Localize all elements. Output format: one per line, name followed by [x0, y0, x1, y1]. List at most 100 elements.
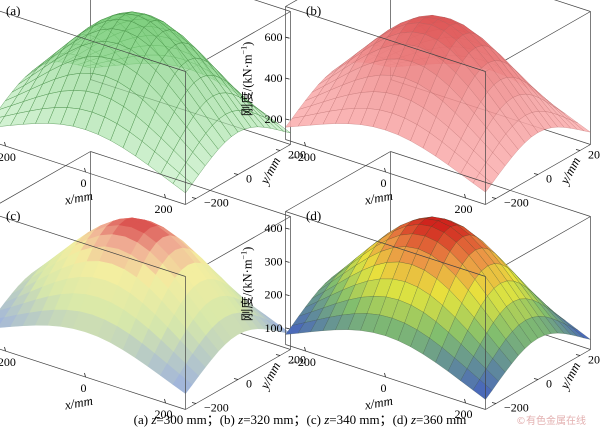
surface-cell [172, 374, 193, 394]
surface-panel-a: 800600400200−20002002000−200x/mmy/mm刚度/(… [0, 0, 306, 216]
z-tick-mark [285, 294, 290, 297]
surface-panel-d: 400 300 200 100 −200 0 200 200 0 −200 x/mm y/mm 刚度/(… [240, 151, 600, 421]
frame-back-top-edge [253, 0, 291, 12]
frame-back-top-edge [390, 151, 591, 217]
y-axis-label: y/mm [256, 359, 283, 393]
z-axis-label-close: ) [241, 42, 255, 46]
frame-left-top-edge [285, 0, 298, 7]
x-tick-label: 0 [381, 176, 387, 190]
x-tick-label: 0 [381, 381, 387, 395]
y-tick-mark [233, 378, 239, 380]
y-tick-label: 0 [246, 172, 252, 186]
y-axis-label: y/mm [256, 154, 283, 188]
z-tick-mark [285, 36, 290, 39]
caption-c-var: z [324, 412, 330, 427]
caption-b-prefix: (b) [219, 412, 239, 427]
y-tick-label: 0 [546, 172, 552, 186]
y-tick-label: −200 [204, 196, 229, 210]
z-tick-mark [285, 227, 290, 230]
y-tick-label: −200 [204, 401, 229, 415]
y-tick-mark [575, 354, 581, 356]
panel-label: (b) [306, 3, 321, 18]
z-tick-label: 200 [265, 288, 283, 302]
y-tick-mark [191, 197, 197, 199]
panel-label: (d) [306, 208, 321, 223]
x-tick-mark [304, 346, 306, 352]
caption-c-prefix: (c) [306, 412, 325, 427]
y-tick-label: 200 [288, 148, 306, 162]
y-tick-mark [191, 402, 197, 404]
panel-label: (a) [6, 3, 20, 18]
z-tick-label: 400 [265, 71, 283, 85]
surface-cell [472, 379, 493, 400]
frame-left-top-edge [285, 151, 391, 212]
surface-panel-b: 600400200−20002002000−200x/mmy/mm刚度/(kN·… [240, 0, 600, 216]
x-tick-label: 200 [155, 407, 173, 421]
caption-d-var: z [410, 412, 417, 427]
figure-caption: (a) z=300 mm；(b) z=320 mm；(c) z=340 mm；(… [0, 410, 600, 430]
z-tick-label: 200 [265, 112, 283, 126]
z-tick-mark [285, 327, 290, 330]
y-tick-label: 200 [588, 148, 600, 162]
x-axis-label: x/mm [363, 393, 394, 413]
surface-cell [172, 172, 193, 194]
surface-mesh [285, 14, 591, 193]
panel-label: (c) [6, 208, 20, 223]
x-tick-label: 0 [81, 176, 87, 190]
y-tick-label: 200 [288, 353, 306, 367]
y-axis-label: y/mm [556, 154, 583, 188]
x-tick-mark [384, 372, 386, 378]
surface-mesh [0, 217, 291, 394]
y-tick-label: −200 [504, 401, 529, 415]
x-tick-label: 0 [81, 381, 87, 395]
x-tick-mark [464, 193, 466, 199]
caption-a-val: =300 mm； [156, 412, 220, 427]
caption-b-val: =320 mm； [243, 412, 307, 427]
caption-d-prefix: (d) [392, 412, 411, 427]
x-tick-mark [304, 141, 306, 147]
z-tick-label: 400 [265, 221, 283, 235]
z-tick-mark [285, 77, 290, 80]
frame-front-top-edge [0, 10, 186, 72]
y-tick-mark [575, 149, 581, 151]
frame-back-top-edge [553, 0, 591, 12]
x-tick-mark [4, 141, 6, 147]
z-tick-mark [285, 260, 290, 263]
y-axis-label: y/mm [556, 359, 583, 393]
x-tick-mark [164, 398, 166, 404]
y-tick-label: 0 [246, 377, 252, 391]
caption-a-var: z [151, 412, 157, 427]
z-axis-label-exponent: −1 [240, 46, 249, 55]
surface-cell [472, 172, 493, 193]
z-tick-label: 600 [265, 30, 283, 44]
x-tick-mark [164, 193, 166, 199]
z-tick-label: 300 [265, 254, 283, 268]
y-tick-label: 0 [546, 377, 552, 391]
watermark: ©有色金属在线 [516, 416, 586, 427]
x-tick-mark [464, 398, 466, 404]
frame-front-top-edge [285, 211, 486, 277]
x-axis-label: x/mm [363, 188, 394, 208]
x-tick-label: −200 [0, 355, 16, 369]
caption-c-val: =340 mm； [329, 412, 393, 427]
surface-panel-c: 400 200 −200 0 200 200 0 −200 x/mm y/mm 刚度/(kN·m−1… [0, 151, 306, 421]
x-tick-label: −200 [291, 355, 316, 369]
x-tick-label: 200 [455, 407, 473, 421]
x-axis-label: x/mm [63, 393, 94, 413]
frame-front-top-edge [285, 6, 486, 72]
y-tick-mark [275, 354, 281, 356]
frame-left-top-edge [0, 151, 91, 204]
x-tick-label: −200 [0, 150, 16, 164]
y-tick-mark [491, 402, 497, 404]
y-tick-mark [533, 378, 539, 380]
z-axis-label-exponent: −1 [240, 251, 249, 260]
x-tick-mark [84, 167, 86, 173]
caption-d-val: =360 mm [416, 412, 467, 427]
x-tick-label: −200 [291, 150, 316, 164]
x-tick-label: 200 [155, 202, 173, 216]
z-axis-label-close: ) [241, 247, 255, 251]
x-tick-mark [84, 372, 86, 378]
x-tick-label: 200 [455, 202, 473, 216]
y-tick-label: 200 [588, 353, 600, 367]
